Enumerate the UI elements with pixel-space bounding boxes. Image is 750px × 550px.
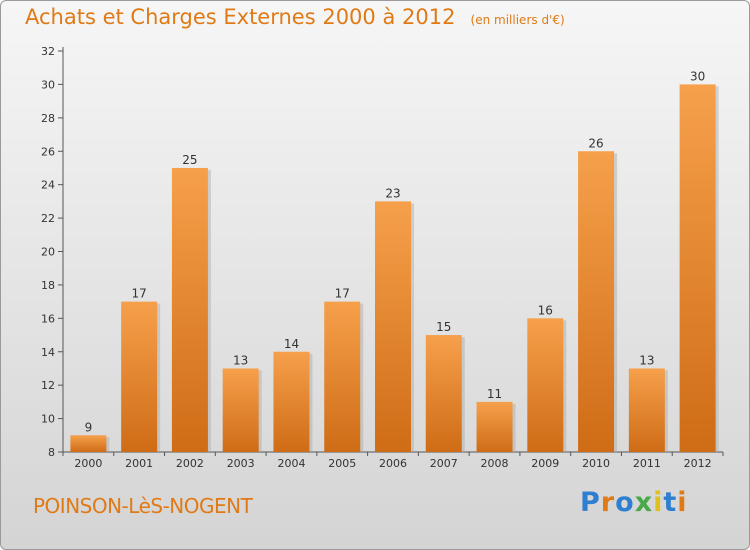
place-name: POINSON-LèS-NOGENT: [33, 494, 253, 518]
y-tick-label: 22: [41, 212, 55, 225]
y-tick-label: 24: [41, 179, 55, 192]
bar-value-label: 13: [639, 353, 654, 367]
bar-value-label: 11: [487, 387, 502, 401]
y-tick-label: 16: [41, 312, 55, 325]
logo-letter: i: [653, 487, 664, 518]
bar-value-label: 17: [335, 287, 350, 301]
bar-value-label: 23: [385, 186, 400, 200]
logo-letter: t: [663, 487, 678, 518]
bar: [425, 335, 462, 452]
y-tick-label: 20: [41, 246, 55, 259]
x-tick-label: 2008: [481, 457, 509, 470]
x-tick-label: 2004: [277, 457, 305, 470]
x-tick-label: 2007: [430, 457, 458, 470]
x-tick-label: 2010: [582, 457, 610, 470]
proxiti-logo: Proxiti: [580, 487, 688, 518]
logo-letter: P: [580, 487, 601, 518]
y-tick-label: 18: [41, 279, 55, 292]
x-tick-label: 2001: [125, 457, 153, 470]
bar: [222, 368, 259, 452]
y-tick-label: 14: [41, 346, 55, 359]
chart-title: Achats et Charges Externes 2000 à 2012: [25, 5, 456, 29]
bar-value-label: 16: [538, 303, 553, 317]
bar-value-label: 17: [132, 287, 147, 301]
chart-subtitle: (en milliers d'€): [470, 13, 565, 27]
logo-letter: x: [634, 487, 654, 518]
y-tick-label: 28: [41, 112, 55, 125]
logo-letter: o: [615, 487, 635, 518]
x-tick-label: 2012: [684, 457, 712, 470]
bar: [578, 151, 615, 452]
bar-value-label: 9: [85, 420, 93, 434]
y-tick-label: 8: [48, 446, 55, 459]
bar: [324, 301, 361, 452]
bar-value-label: 25: [182, 153, 197, 167]
y-tick-label: 30: [41, 78, 55, 91]
x-tick-label: 2011: [633, 457, 661, 470]
chart-title-block: Achats et Charges Externes 2000 à 2012 (…: [25, 5, 565, 29]
bar: [628, 368, 665, 452]
y-tick-label: 12: [41, 379, 55, 392]
bar-value-label: 15: [436, 320, 451, 334]
bar: [476, 401, 513, 452]
x-tick-label: 2009: [531, 457, 559, 470]
x-tick-label: 2000: [74, 457, 102, 470]
bar: [70, 435, 107, 452]
x-tick-label: 2006: [379, 457, 407, 470]
logo-letter: i: [677, 487, 688, 518]
bar: [121, 301, 158, 452]
bar-value-label: 13: [233, 353, 248, 367]
bar: [171, 167, 208, 453]
y-tick-label: 26: [41, 145, 55, 158]
bar: [679, 84, 716, 453]
bar: [527, 318, 564, 452]
bar-value-label: 14: [284, 337, 299, 351]
logo-letter: r: [600, 487, 616, 518]
bar: [273, 351, 310, 452]
x-tick-label: 2003: [227, 457, 255, 470]
x-tick-label: 2005: [328, 457, 356, 470]
y-tick-label: 10: [41, 413, 55, 426]
bar: [375, 201, 411, 452]
bar-value-label: 26: [588, 136, 603, 150]
y-tick-label: 32: [41, 45, 55, 58]
bar-value-label: 30: [690, 69, 705, 83]
x-tick-label: 2002: [176, 457, 204, 470]
